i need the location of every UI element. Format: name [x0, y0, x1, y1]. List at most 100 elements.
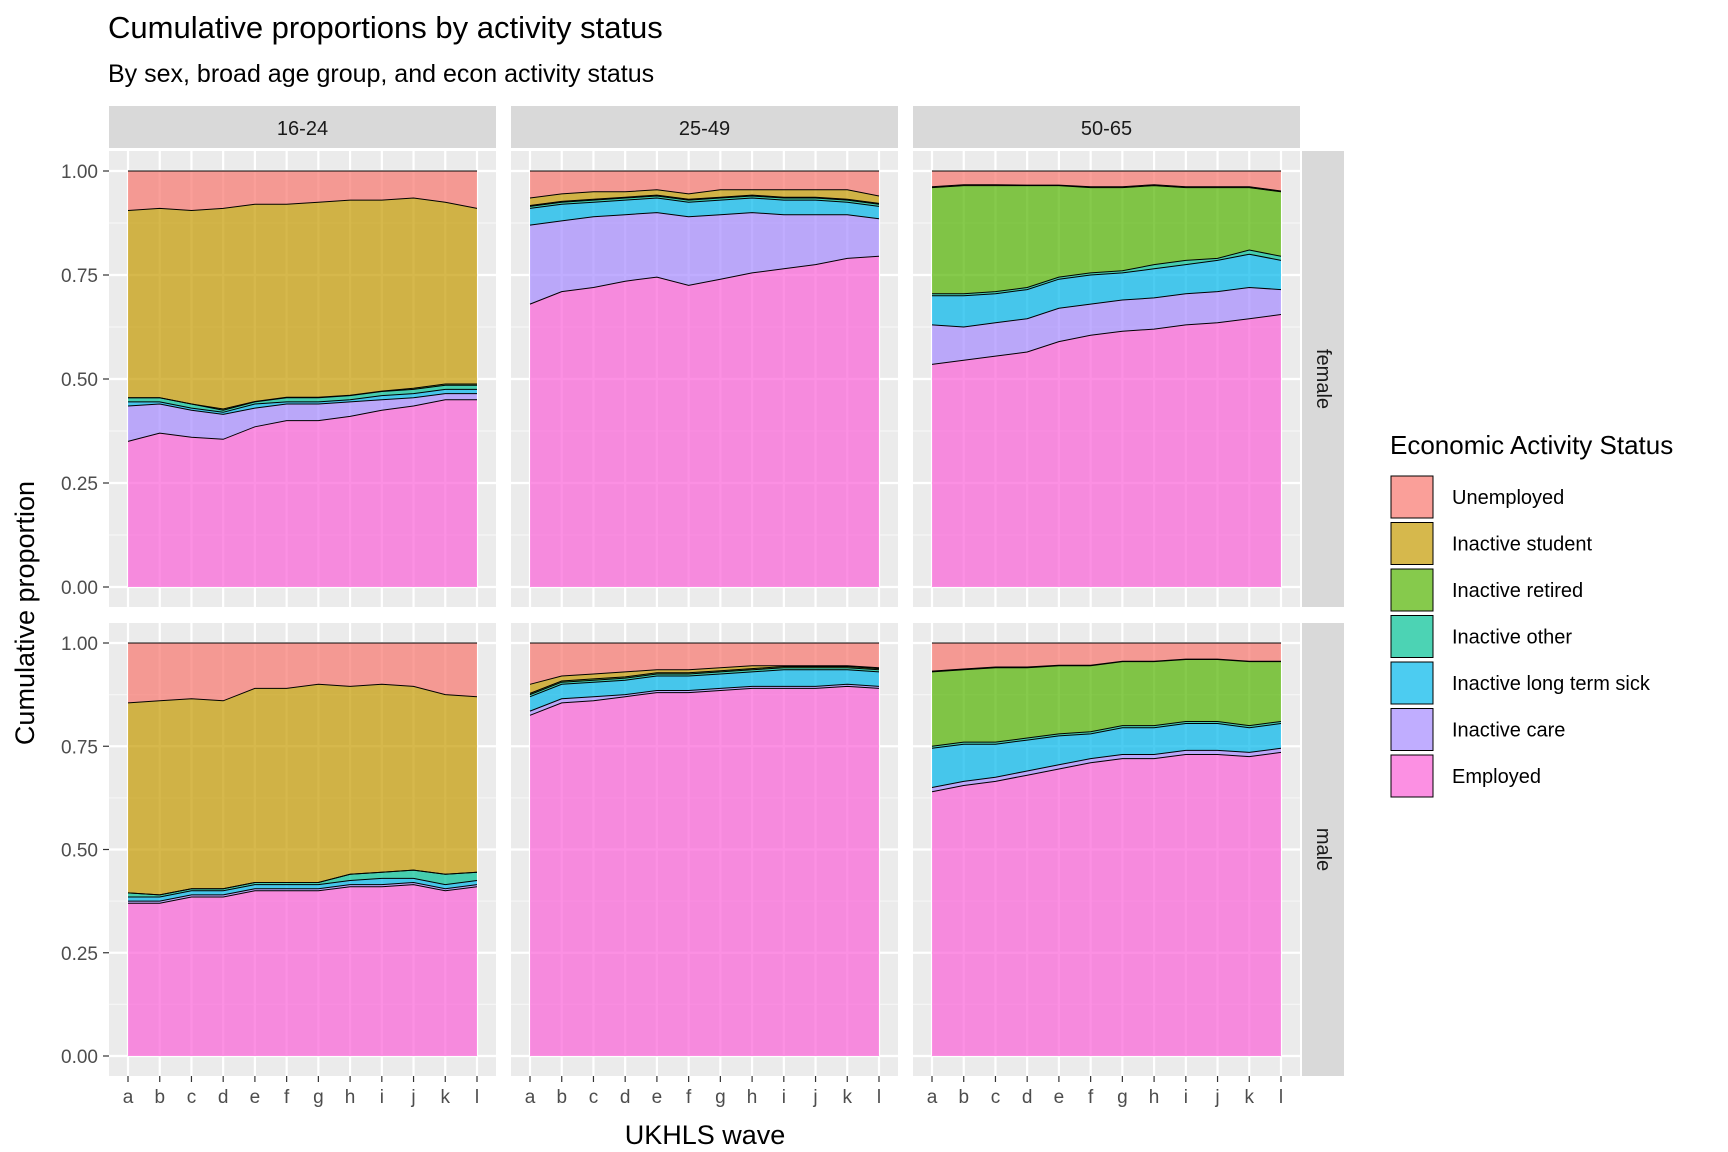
area-inactive-retired — [932, 185, 1281, 294]
area-employed — [932, 314, 1281, 587]
x-tick-label: h — [747, 1087, 758, 1108]
x-tick-label: c — [589, 1087, 599, 1108]
x-tick-label: i — [380, 1087, 384, 1108]
x-tick-label: h — [1149, 1087, 1160, 1108]
facet-panel-16-24-female: 16-24 0.00 0.25 0.50 0.75 1.00 — [61, 106, 496, 607]
area-employed — [932, 752, 1281, 1056]
area-inactive-student — [530, 189, 879, 206]
boundary-line-inactive-student — [127, 197, 478, 212]
boundary-line-inactive-care — [128, 881, 478, 902]
y-tick-label: 0.75 — [61, 266, 98, 287]
boundary-line-inactive-long-term-sick — [529, 669, 880, 698]
x-tick-label: k — [1245, 1087, 1255, 1108]
boundary-line-inactive-student — [127, 683, 478, 704]
facet-panel-25-49-female: 25-49 — [511, 106, 898, 607]
facet-strip-label: 50-65 — [1081, 118, 1132, 140]
boundary-line-inactive-other — [932, 249, 1282, 295]
x-tick-label: g — [1117, 1087, 1128, 1108]
x-tick-label: l — [475, 1087, 479, 1108]
area-employed — [530, 686, 879, 1056]
area-unemployed — [128, 643, 477, 703]
legend-swatch — [1390, 754, 1434, 798]
facet-panel-50-65-male: male a b c d e f g h i j k l — [913, 623, 1344, 1108]
area-inactive-student — [128, 198, 477, 409]
legend-entry: Employed — [1452, 766, 1541, 788]
boundary-line-inactive-care — [529, 683, 880, 712]
x-tick-label: d — [1022, 1087, 1033, 1108]
area-unemployed — [530, 643, 879, 685]
area-employed — [530, 256, 879, 587]
y-tick-label: 0.75 — [61, 737, 98, 758]
boundary-line-inactive-retired — [529, 194, 880, 206]
x-tick-label: e — [652, 1087, 663, 1108]
x-tick-label: l — [877, 1087, 881, 1108]
boundary-line-inactive-long-term-sick — [529, 197, 880, 209]
boundary-line-inactive-student — [529, 189, 880, 199]
boundary-line-employed — [127, 399, 477, 442]
legend-swatch — [1390, 475, 1434, 519]
legend-swatch — [1390, 661, 1434, 705]
legend-entry: Inactive other — [1452, 627, 1572, 649]
x-tick-label: g — [715, 1087, 726, 1108]
boundary-line-inactive-care — [127, 393, 477, 415]
legend-entry: Inactive student — [1452, 534, 1593, 556]
x-tick-label: f — [1088, 1087, 1094, 1108]
area-inactive-student — [128, 684, 477, 895]
x-tick-label: b — [958, 1087, 969, 1108]
area-inactive-long-term-sick — [530, 198, 879, 226]
legend-swatch — [1390, 568, 1434, 612]
area-employed — [128, 884, 477, 1056]
y-axis-title: Cumulative proportion — [10, 481, 40, 745]
x-tick-label: d — [620, 1087, 631, 1108]
area-unemployed — [932, 171, 1281, 191]
boundary-line-inactive-retired — [127, 869, 478, 896]
facet-strip-label: 25-49 — [679, 118, 730, 140]
area-inactive-care — [530, 212, 879, 305]
x-tick-label: k — [441, 1087, 451, 1108]
facet-panel-50-65-female: 50-65 female — [913, 106, 1344, 607]
area-inactive-care — [932, 287, 1281, 365]
facet-strip-label: female — [1312, 349, 1334, 409]
area-unemployed — [128, 171, 477, 211]
legend-entry: Inactive care — [1452, 720, 1565, 742]
x-tick-label: a — [525, 1087, 536, 1108]
x-tick-label: j — [812, 1087, 817, 1108]
area-inactive-other — [128, 870, 477, 897]
y-tick-label: 0.00 — [61, 1047, 98, 1068]
area-inactive-care — [128, 393, 477, 442]
y-tick-label: 0.25 — [61, 944, 98, 965]
area-inactive-other — [128, 385, 477, 413]
boundary-line-employed — [529, 255, 880, 305]
boundary-line-inactive-other — [529, 195, 880, 207]
boundary-line-inactive-student — [931, 184, 1282, 192]
x-tick-label: b — [154, 1087, 165, 1108]
area-inactive-retired — [932, 659, 1281, 747]
facet-strip-25-49 — [511, 106, 898, 148]
boundary-line-inactive-other — [931, 721, 1282, 747]
facet-panel-16-24-male: 0.00 0.25 0.50 0.75 1.00 a b c d e f g h i j k l — [61, 623, 496, 1108]
area-employed — [128, 399, 477, 587]
facet-strip-50-65 — [913, 106, 1300, 148]
boundary-line-inactive-care — [529, 212, 880, 226]
y-tick-label: 0.50 — [61, 370, 98, 391]
x-tick-label: h — [345, 1087, 356, 1108]
x-tick-label: c — [991, 1087, 1001, 1108]
legend-entry: Inactive retired — [1452, 580, 1583, 602]
boundary-line-inactive-student — [931, 658, 1281, 672]
x-tick-label: j — [1214, 1087, 1219, 1108]
boundary-line-inactive-care — [931, 286, 1282, 328]
facet-strip-label: male — [1312, 828, 1334, 871]
x-tick-label: c — [187, 1087, 197, 1108]
facet-strip-female — [1302, 151, 1344, 607]
x-axis-title: UKHLS wave — [625, 1120, 786, 1150]
boundary-line-employed — [529, 685, 880, 716]
boundary-line-inactive-long-term-sick — [932, 253, 1282, 297]
legend-swatch — [1390, 615, 1434, 658]
boundary-line-employed — [931, 751, 1282, 793]
legend-swatch — [1390, 708, 1434, 751]
y-tick-label: 0.50 — [61, 841, 98, 862]
area-inactive-long-term-sick — [932, 254, 1281, 327]
boundary-line-inactive-other — [529, 667, 880, 696]
x-tick-label: f — [284, 1087, 290, 1108]
